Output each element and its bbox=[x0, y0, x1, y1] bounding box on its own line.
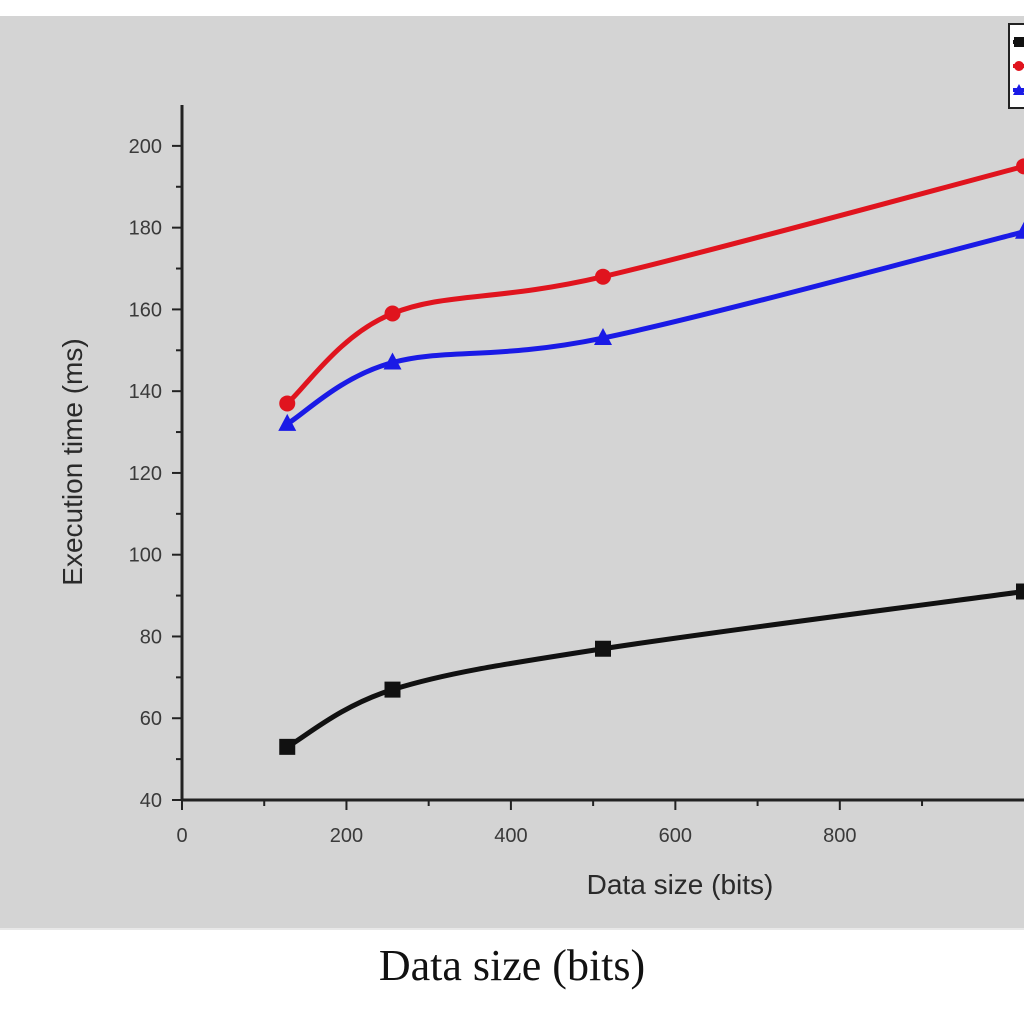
y-tick-label: 40 bbox=[140, 790, 162, 812]
data-point-triangle bbox=[1015, 221, 1024, 239]
x-tick-label: 600 bbox=[659, 825, 692, 847]
series-markers bbox=[278, 158, 1024, 755]
figure-caption: Data size (bits) bbox=[378, 941, 646, 990]
axes bbox=[180, 105, 1024, 802]
data-point-square bbox=[384, 681, 401, 698]
data-point-circle bbox=[384, 305, 401, 322]
data-point-circle bbox=[595, 268, 611, 285]
y-tick-label: 100 bbox=[129, 545, 162, 567]
data-point-square bbox=[279, 738, 296, 755]
data-point-triangle bbox=[383, 352, 402, 370]
y-tick-label: 60 bbox=[140, 708, 162, 730]
y-tick-label: 120 bbox=[129, 463, 162, 485]
x-tick-label: 800 bbox=[823, 825, 856, 847]
series-lines bbox=[285, 163, 1024, 750]
y-axis-title: Execution time (ms) bbox=[57, 338, 88, 585]
y-tick-label: 200 bbox=[129, 136, 162, 158]
chart-panel: 40 60 80 100 120 140 160 180 200 0 200 400 600 800 Da… bbox=[0, 16, 1024, 930]
y-tick-label: 180 bbox=[129, 218, 162, 240]
x-tick-label: 400 bbox=[494, 825, 527, 847]
x-tick-label: 0 bbox=[176, 825, 187, 847]
data-point-circle bbox=[279, 395, 296, 412]
series-line-2 bbox=[285, 229, 1024, 427]
legend bbox=[1008, 23, 1024, 109]
y-tick-label: 140 bbox=[129, 381, 162, 403]
legend-marker-square bbox=[1014, 37, 1024, 47]
ticks: 40 60 80 100 120 140 160 180 200 0 200 400 600 800 bbox=[129, 136, 924, 847]
series-line-0 bbox=[286, 589, 1024, 750]
data-point-square bbox=[1016, 583, 1024, 600]
legend-marker-circle bbox=[1014, 61, 1024, 71]
x-tick-label: 200 bbox=[330, 825, 363, 847]
line-chart: 40 60 80 100 120 140 160 180 200 0 200 400 600 800 Da… bbox=[57, 23, 1024, 900]
y-tick-label: 160 bbox=[129, 299, 162, 321]
legend-marker-triangle bbox=[1013, 84, 1024, 95]
y-tick-label: 80 bbox=[140, 626, 162, 648]
data-point-triangle bbox=[594, 328, 612, 346]
x-axis-title: Data size (bits) bbox=[587, 869, 774, 900]
series-line-1 bbox=[285, 163, 1024, 406]
data-point-triangle bbox=[278, 413, 297, 431]
data-point-circle bbox=[1016, 158, 1024, 175]
data-point-square bbox=[595, 640, 611, 657]
